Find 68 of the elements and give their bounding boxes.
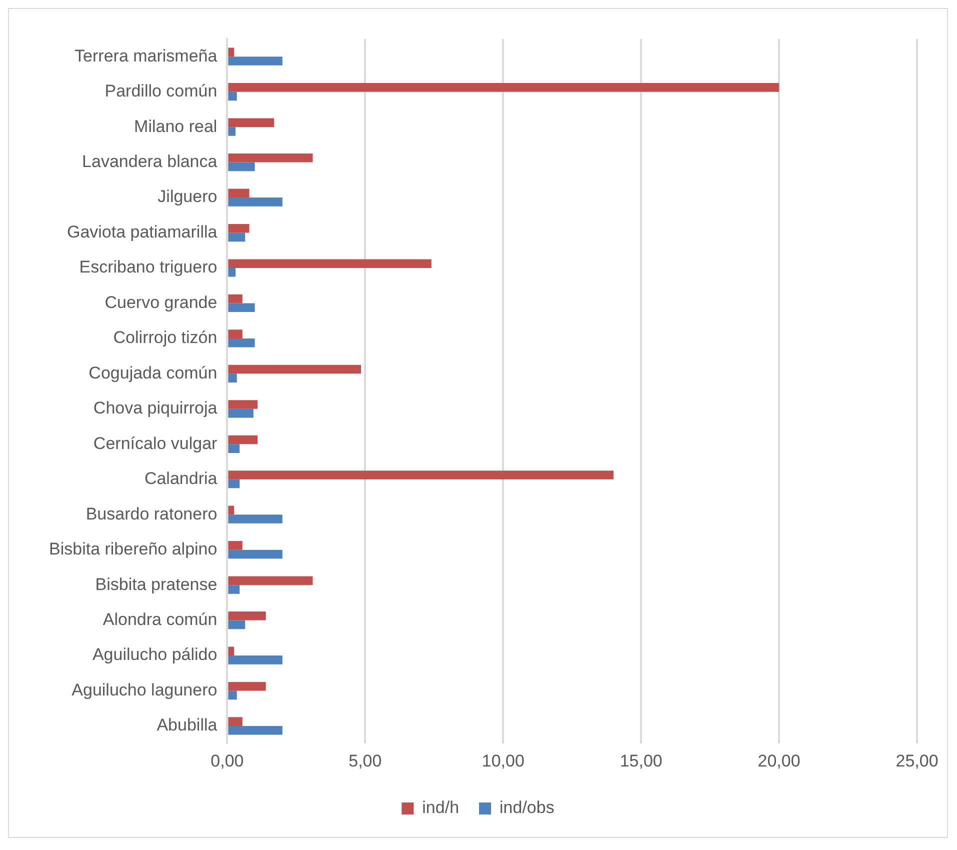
bar — [228, 690, 237, 700]
bar — [228, 400, 258, 409]
bar — [228, 541, 242, 550]
bar — [228, 444, 240, 453]
y-tick-label: Bisbita pratense — [95, 574, 218, 594]
y-tick-label: Aguilucho pálido — [92, 645, 218, 664]
y-tick-label: Bisbita ribereño alpino — [48, 540, 218, 559]
legend-label: ind/h — [422, 798, 460, 818]
bar — [228, 330, 242, 338]
bar — [228, 118, 274, 128]
y-tick-label: Aguilucho lagunero — [72, 680, 218, 700]
bar — [228, 620, 246, 630]
bar — [228, 576, 313, 586]
y-tick-label: Calandria — [144, 469, 218, 488]
x-tick-label: 10,00 — [482, 751, 524, 770]
bar — [228, 726, 282, 735]
bar — [228, 514, 282, 524]
bar — [228, 550, 282, 559]
y-tick-label: Cuervo grande — [104, 292, 218, 312]
bar — [228, 162, 255, 172]
y-tick-label: Cogujada común — [88, 363, 218, 382]
bar — [228, 92, 237, 101]
bar — [228, 506, 234, 515]
bar — [228, 470, 614, 480]
x-tick-label: 20,00 — [758, 751, 800, 770]
bar — [228, 611, 266, 620]
bar — [228, 338, 255, 348]
x-tick-label: 25,00 — [896, 751, 938, 770]
bar — [228, 127, 236, 136]
bar — [228, 188, 250, 198]
y-tick-label: Milano real — [134, 116, 218, 136]
bar — [228, 682, 266, 691]
bar — [228, 656, 282, 664]
y-tick-label: Escribano triguero — [79, 258, 218, 277]
bar — [228, 585, 240, 594]
y-tick-label: Jilguero — [158, 187, 218, 206]
bar — [228, 303, 255, 312]
y-tick-label: Colirrojo tizón — [113, 328, 218, 348]
bar — [228, 56, 282, 66]
y-tick-label: Lavandera blanca — [82, 152, 218, 171]
bar — [228, 259, 432, 268]
y-tick-label: Busardo ratonero — [86, 504, 218, 524]
y-tick-label: Abubilla — [156, 716, 218, 735]
y-tick-label: Gaviota patiamarilla — [66, 222, 218, 242]
x-tick-label: 15,00 — [620, 751, 662, 770]
bar — [228, 232, 246, 242]
bar — [228, 268, 236, 277]
y-tick-label: Pardillo común — [104, 82, 218, 101]
y-tick-label: Cernícalo vulgar — [93, 434, 218, 453]
bar — [228, 48, 234, 57]
bar — [228, 224, 250, 233]
y-tick-label: Alondra común — [102, 610, 218, 629]
bar — [228, 646, 234, 656]
bar — [228, 479, 240, 488]
y-tick-label: Terrera marismeña — [74, 46, 218, 66]
bar — [228, 154, 313, 162]
bar — [228, 198, 282, 206]
bar — [228, 435, 258, 444]
bar — [228, 374, 237, 382]
bar — [228, 717, 242, 726]
bar — [228, 83, 780, 92]
y-tick-label: Chova piquirroja — [93, 398, 218, 418]
legend-label: ind/obs — [500, 798, 554, 818]
bar — [228, 294, 242, 304]
bar — [228, 408, 254, 418]
x-tick-label: 5,00 — [348, 751, 382, 770]
bar — [228, 364, 362, 374]
x-tick-label: 0,00 — [210, 751, 244, 770]
